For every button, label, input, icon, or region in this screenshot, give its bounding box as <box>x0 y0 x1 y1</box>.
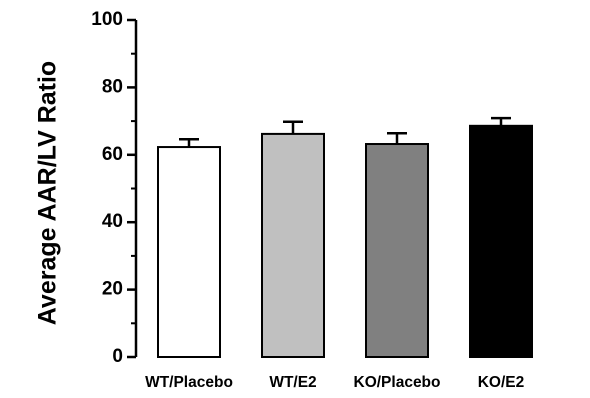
y-tick-label: 40 <box>102 211 123 232</box>
bar <box>469 124 533 359</box>
y-axis-ticks: 0 20 40 60 80 100 <box>91 9 136 367</box>
y-tick-label: 80 <box>102 76 123 97</box>
y-tick-label: 20 <box>102 279 123 300</box>
y-tick-label: 60 <box>102 144 123 165</box>
x-category-label: KO/E2 <box>478 374 525 391</box>
y-tick-label: 0 <box>112 346 123 367</box>
y-axis-title: Average AAR/LV Ratio <box>34 61 62 325</box>
x-category-label: WT/Placebo <box>145 374 233 391</box>
bar <box>157 146 221 358</box>
x-axis-labels: WT/Placebo WT/E2 KO/Placebo KO/E2 <box>145 374 524 391</box>
y-tick-label: 100 <box>91 9 123 30</box>
bar <box>365 143 429 358</box>
x-category-label: KO/Placebo <box>354 374 441 391</box>
x-category-label: WT/E2 <box>269 374 316 391</box>
bar <box>261 132 325 358</box>
bars-group <box>157 116 533 359</box>
y-axis-title-group: Average AAR/LV Ratio <box>34 61 62 325</box>
